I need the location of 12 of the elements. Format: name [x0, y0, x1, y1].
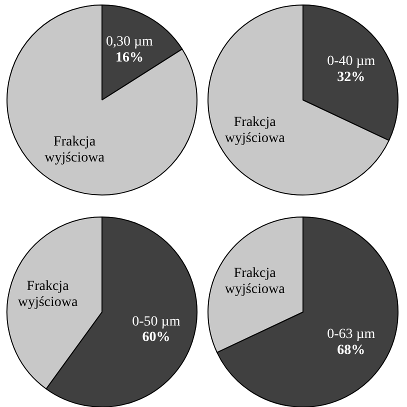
slice-label: Frakcja wyjściowa — [44, 134, 106, 166]
slice-label: Frakcja wyjściowa — [224, 266, 286, 298]
data-label: 32% — [337, 70, 366, 86]
data-label: 60% — [142, 330, 170, 346]
data-label: 16% — [115, 50, 144, 66]
slice-label: Frakcja wyjściowa — [224, 115, 286, 146]
slice-label: 0,30 µm — [106, 34, 154, 50]
slice-label: 0-50 µm — [132, 314, 180, 330]
slice-label: 0-63 µm — [327, 327, 376, 342]
slice-label: 0-40 µm — [327, 54, 376, 70]
slice-label: Frakcja wyjściowa — [18, 279, 79, 310]
data-label: 68% — [337, 343, 366, 358]
